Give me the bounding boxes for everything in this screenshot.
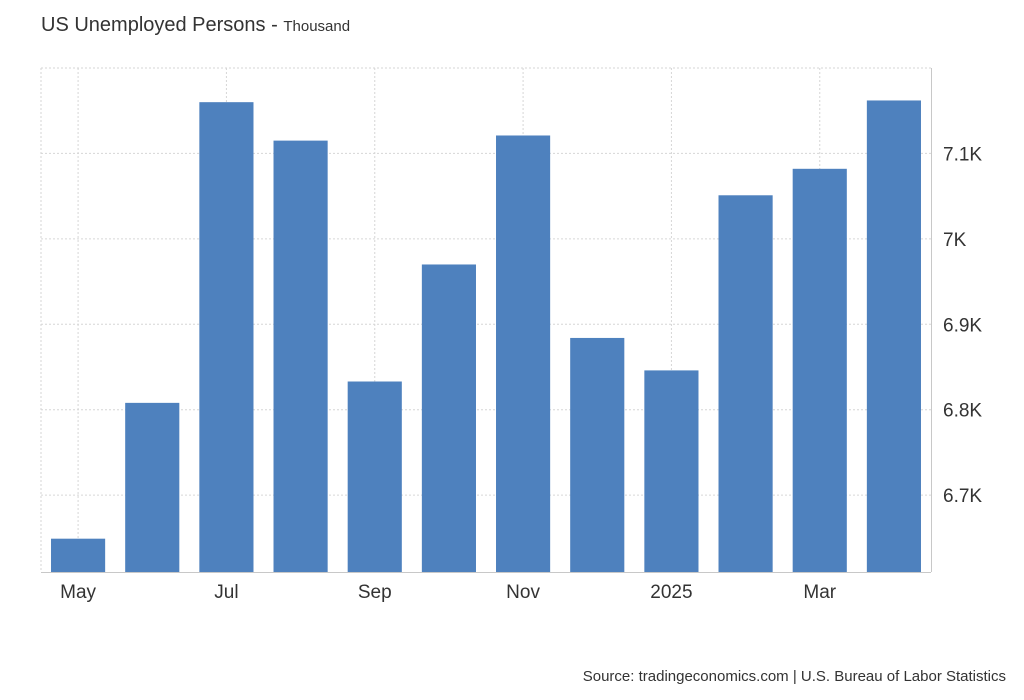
- bar-mar: [792, 168, 847, 573]
- axes: [41, 68, 932, 573]
- y-tick-label: 6.7K: [943, 486, 982, 507]
- bar-feb: [718, 195, 773, 572]
- y-tick-label: 6.8K: [943, 401, 982, 422]
- bar-apr: [866, 100, 921, 573]
- x-tick-label: Jul: [214, 582, 238, 603]
- x-tick-label: 2025: [650, 582, 692, 603]
- y-tick-label: 7K: [943, 230, 967, 251]
- chart-source: Source: tradingeconomics.com | U.S. Bure…: [582, 668, 1006, 685]
- x-tick-label: May: [60, 582, 96, 603]
- bar-jul: [199, 102, 254, 572]
- x-tick-label: Mar: [803, 582, 836, 603]
- bar-jun: [125, 402, 180, 572]
- bar-chart: May Jul Sep Nov 2025 Mar 6.7K 6.8K 6.9K 7K 7.1K: [40, 67, 982, 603]
- bars: [51, 100, 921, 573]
- chart-unit-label: Thousand: [283, 18, 351, 35]
- bar-sep: [347, 381, 402, 572]
- chart-title: US Unemployed Persons - Thousand: [41, 14, 351, 36]
- y-tick-label: 6.9K: [943, 315, 982, 336]
- bar-may: [51, 538, 106, 572]
- x-tick-label: Nov: [506, 582, 540, 603]
- x-tick-labels: May Jul Sep Nov 2025 Mar: [60, 582, 837, 603]
- bar-2025: [644, 370, 699, 572]
- y-tick-labels: 6.7K 6.8K 6.9K 7K 7.1K: [943, 144, 982, 507]
- bar-dec: [570, 337, 625, 572]
- bar-nov: [496, 135, 551, 572]
- y-tick-label: 7.1K: [943, 144, 982, 165]
- x-tick-label: Sep: [358, 582, 392, 603]
- bar-aug: [273, 140, 328, 572]
- bar-oct: [421, 264, 476, 572]
- chart-title-text: US Unemployed Persons: [41, 14, 266, 36]
